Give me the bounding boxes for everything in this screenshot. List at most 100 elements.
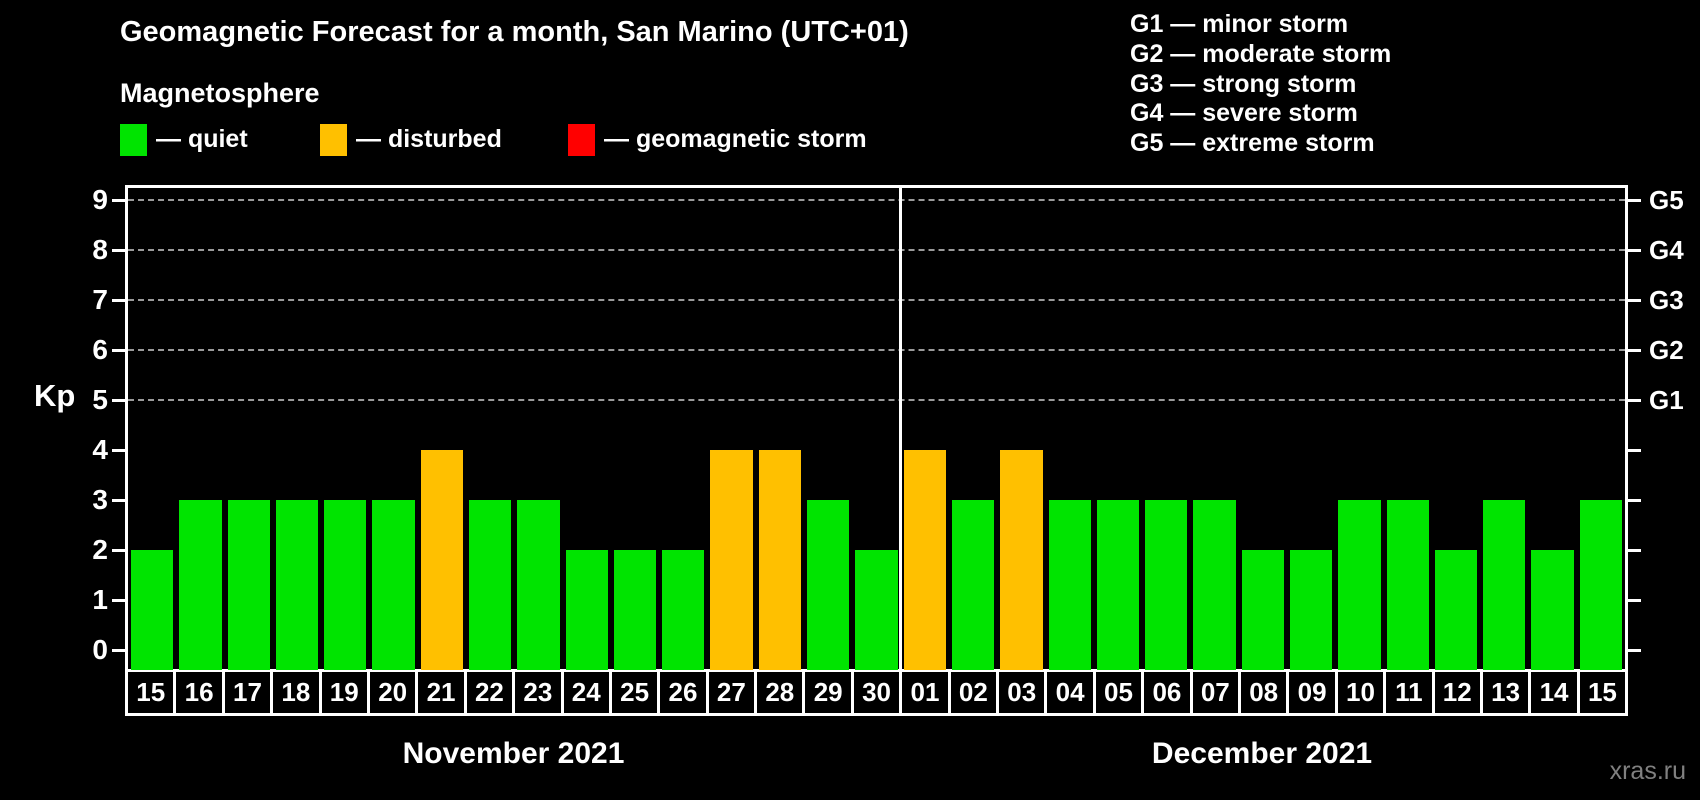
kp-bar-day-23 (517, 500, 560, 670)
g1-legend-line: G1 — minor storm (1130, 10, 1349, 38)
kp-bar-day-03 (1000, 450, 1043, 670)
y-tick-left-5 (112, 399, 128, 402)
day-label-28: 28 (754, 669, 806, 716)
y-tick-label-9: 9 (92, 184, 108, 215)
gridline-kp5 (128, 399, 1625, 401)
y-tick-right-5 (1625, 399, 1641, 402)
day-label-09: 09 (1286, 669, 1338, 716)
kp-bar-day-01 (903, 450, 946, 670)
kp-bar-day-09 (1289, 550, 1333, 670)
y-tick-left-9 (112, 199, 128, 202)
day-label-23: 23 (512, 669, 564, 716)
kp-bar-day-14 (1531, 550, 1574, 670)
day-label-06: 06 (1141, 669, 1193, 716)
kp-bar-day-18 (275, 500, 319, 670)
y-tick-right-2 (1625, 549, 1641, 552)
day-label-26: 26 (657, 669, 709, 716)
kp-bar-day-11 (1386, 500, 1429, 670)
y-tick-right-7 (1625, 299, 1641, 302)
y-tick-label-1: 1 (92, 584, 108, 615)
kp-bar-day-13 (1483, 500, 1526, 670)
kp-bar-day-27 (710, 450, 753, 670)
y-axis-title: Kp (34, 378, 76, 413)
y-tick-label-5: 5 (92, 384, 108, 415)
y-tick-left-1 (112, 599, 128, 602)
kp-bar-day-16 (179, 500, 222, 670)
day-axis-row: 15 16 17 18 19 20 21 22 23 24 25 26 27 28 29 30 01 02 03 04… (125, 669, 1629, 716)
disturbed-label: — disturbed (356, 125, 502, 153)
y-tick-label-6: 6 (92, 334, 108, 365)
day-label-17: 17 (221, 669, 274, 716)
storm-label: — geomagnetic storm (604, 125, 867, 153)
kp-bar-day-24 (565, 550, 608, 670)
kp-bar-day-08 (1241, 550, 1284, 670)
g3-legend-line: G3 — strong storm (1130, 69, 1357, 98)
day-label-11: 11 (1383, 669, 1435, 716)
day-label-02: 02 (947, 669, 1000, 716)
y-tick-label-2: 2 (92, 534, 108, 565)
g-axis-label-g5: G5 (1649, 185, 1684, 215)
day-label-25: 25 (608, 669, 661, 716)
month-label-december: December 2021 (1151, 737, 1373, 770)
kp-bar-day-10 (1338, 500, 1381, 670)
quiet-color-swatch (120, 123, 147, 156)
kp-bar-day-04 (1048, 500, 1091, 670)
day-label-04: 04 (1044, 669, 1096, 716)
gridline-kp6 (128, 349, 1625, 351)
kp-bar-day-15 (1579, 500, 1622, 670)
y-tick-right-6 (1625, 349, 1641, 352)
kp-bar-day-25 (613, 550, 657, 670)
g-scale-legend: G1 — minor storm G2 — moderate storm G3 … (1130, 10, 1391, 159)
day-label-18: 18 (270, 669, 322, 716)
g-axis-label-g1: G1 (1649, 385, 1684, 415)
day-label-21: 21 (415, 669, 467, 716)
y-tick-right-8 (1625, 249, 1641, 252)
y-tick-label-0: 0 (92, 634, 108, 665)
y-tick-label-8: 8 (92, 234, 108, 265)
kp-bar-day-30 (855, 550, 898, 670)
disturbed-color-swatch (320, 123, 347, 156)
y-tick-left-8 (112, 249, 128, 252)
kp-bar-day-19 (324, 500, 367, 670)
legend-item-quiet: — quiet (120, 123, 248, 156)
y-tick-left-7 (112, 299, 128, 302)
kp-bar-day-21 (420, 450, 464, 670)
y-tick-label-3: 3 (92, 484, 108, 515)
storm-color-swatch (568, 123, 595, 156)
kp-bar-day-17 (227, 500, 270, 670)
day-label-03: 03 (996, 669, 1048, 716)
day-label-29: 29 (802, 669, 854, 716)
kp-bar-day-26 (662, 550, 705, 670)
kp-bar-day-12 (1434, 550, 1478, 670)
day-label-20: 20 (366, 669, 419, 716)
kp-bar-day-05 (1096, 500, 1140, 670)
g-axis-label-g3: G3 (1649, 285, 1684, 315)
kp-bar-day-07 (1193, 500, 1236, 670)
day-label-15: 15 (1576, 669, 1629, 716)
day-label-22: 22 (463, 669, 516, 716)
y-tick-left-3 (112, 499, 128, 502)
y-tick-right-3 (1625, 499, 1641, 502)
y-tick-label-4: 4 (92, 434, 108, 465)
kp-bar-day-06 (1145, 500, 1188, 670)
y-tick-left-0 (112, 649, 128, 652)
kp-bar-day-15 (131, 550, 174, 670)
y-tick-right-9 (1625, 199, 1641, 202)
day-label-15: 15 (125, 669, 177, 716)
day-label-19: 19 (318, 669, 370, 716)
day-label-30: 30 (850, 669, 903, 716)
y-tick-left-4 (112, 449, 128, 452)
kp-bar-day-29 (807, 500, 850, 670)
y-tick-label-7: 7 (92, 284, 108, 315)
day-label-24: 24 (560, 669, 612, 716)
y-tick-left-6 (112, 349, 128, 352)
day-label-01: 01 (899, 669, 951, 716)
y-tick-right-0 (1625, 649, 1641, 652)
kp-bar-day-22 (469, 500, 512, 670)
kp-bar-day-02 (951, 500, 995, 670)
g2-legend-line: G2 — moderate storm (1130, 39, 1392, 68)
gridline-kp7 (128, 299, 1625, 301)
day-label-12: 12 (1431, 669, 1483, 716)
g4-legend-line: G4 — severe storm (1130, 99, 1358, 128)
